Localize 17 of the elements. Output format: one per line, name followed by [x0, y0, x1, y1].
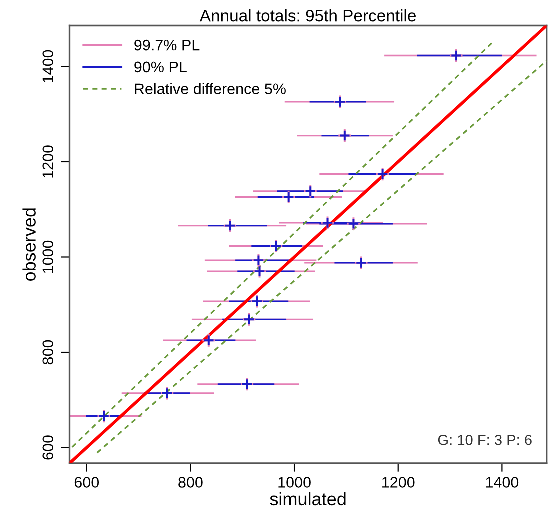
y-tick-label: 1000: [42, 240, 54, 274]
y-tick-label: 1200: [42, 146, 54, 178]
legend-label: 90% PL: [134, 62, 187, 73]
y-tick-label: 1400: [42, 50, 54, 83]
x-axis-title: simulated: [270, 492, 346, 506]
x-tick-label: 1400: [486, 477, 519, 488]
chart-title: Annual totals: 95th Percentile: [200, 10, 416, 22]
y-tick-label: 800: [42, 340, 54, 365]
legend-label: Relative difference 5%: [135, 83, 286, 94]
y-axis-title: observed: [22, 208, 36, 281]
y-tick-label: 600: [42, 436, 54, 460]
x-tick-label: 800: [178, 477, 203, 488]
x-tick-label: 1000: [278, 477, 311, 488]
x-tick-label: 1200: [382, 477, 415, 488]
x-tick-label: 600: [74, 477, 100, 488]
annotation: G: 10 F: 3 P: 6: [438, 434, 532, 446]
legend-label: 99.7% PL: [134, 40, 200, 51]
